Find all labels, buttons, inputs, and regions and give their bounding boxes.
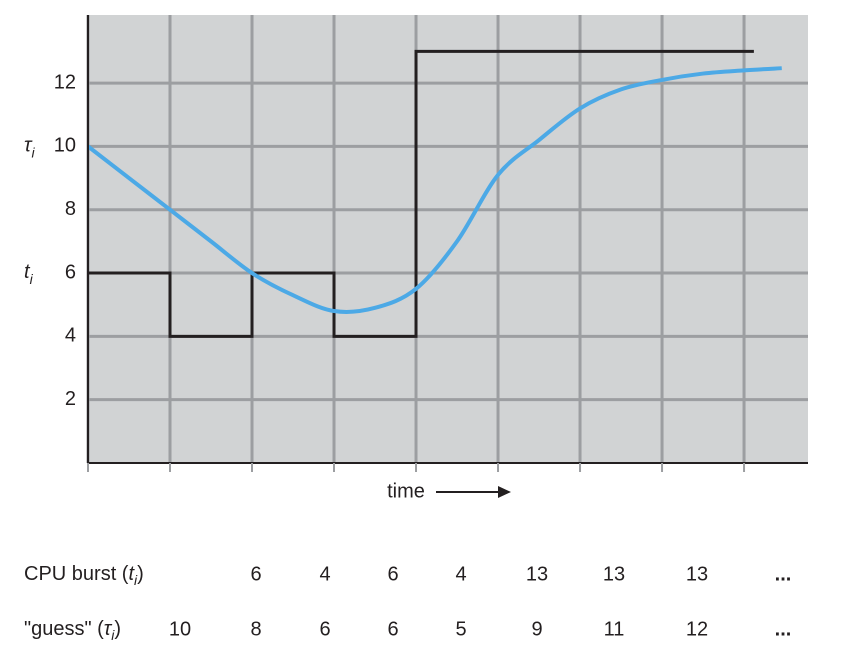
y-tick-label: 2 (65, 388, 76, 410)
annotation-subscript: i (30, 271, 34, 287)
row-label-part: "guess" ( (24, 618, 104, 640)
annotation-subscript: i (31, 144, 35, 160)
table-cell: ... (775, 618, 792, 640)
row-label-part: ) (114, 618, 121, 640)
table-cell: 6 (387, 563, 398, 585)
burst-line (88, 49, 754, 338)
row-label-part: τ (104, 618, 113, 640)
y-tick-label: 10 (54, 135, 76, 157)
table-cell: 13 (526, 563, 548, 585)
table-cell: 12 (686, 618, 708, 640)
y-annotation: ti (24, 261, 34, 286)
x-axis-label: time (387, 480, 425, 502)
row-label-part: ) (137, 563, 144, 585)
row-label-part: i (111, 627, 115, 643)
table-cell: 6 (250, 563, 261, 585)
row-label-part: i (134, 572, 138, 588)
y-tick-label: 6 (65, 261, 76, 283)
table-cell: 10 (169, 618, 191, 640)
row-label-part: CPU burst ( (24, 563, 129, 585)
y-tick-label: 8 (65, 198, 76, 220)
row-label-part: t (128, 563, 135, 585)
table-cell: 5 (455, 618, 466, 640)
guess-curve (86, 66, 782, 314)
table-cell: 4 (319, 563, 330, 585)
table-cell: 8 (250, 618, 261, 640)
y-tick-label: 4 (65, 325, 76, 347)
arrow-head (498, 486, 511, 498)
table-cell: ... (775, 563, 792, 585)
annotation-symbol: t (24, 261, 31, 283)
row-label: "guess" (τi) (24, 618, 121, 642)
annotation-symbol: τ (24, 135, 33, 157)
table-cell: 13 (686, 563, 708, 585)
table-cell: 13 (603, 563, 625, 585)
table-cell: 4 (455, 563, 466, 585)
y-annotation: τi (24, 135, 35, 160)
table-cell: 11 (604, 618, 625, 640)
y-tick-label: 12 (54, 71, 76, 93)
table-cell: 9 (531, 618, 542, 640)
marks (86, 49, 782, 338)
table-cell: 6 (319, 618, 330, 640)
row-label: CPU burst (ti) (24, 563, 144, 587)
table-cell: 6 (387, 618, 398, 640)
